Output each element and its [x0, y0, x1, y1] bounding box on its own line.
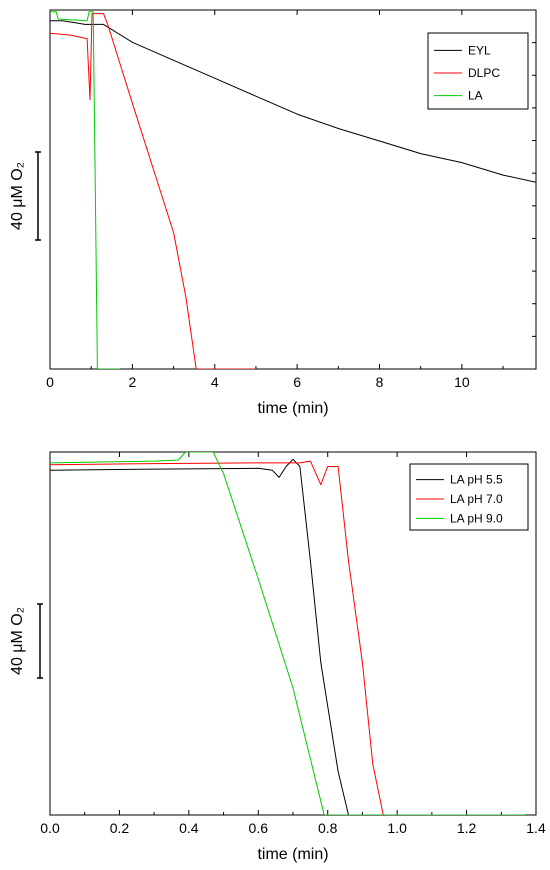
legend-box: [427, 32, 529, 110]
legend-label: LA pH 5.5: [450, 473, 503, 487]
series-line-la: [50, 11, 120, 369]
x-tick-label: 0.0: [40, 820, 60, 836]
x-tick-label: 4: [211, 374, 219, 390]
series-line-la-ph-7-0: [50, 460, 526, 815]
x-tick-label: 2: [128, 374, 136, 390]
series-line-dlpc: [50, 13, 256, 369]
legend-label: LA: [468, 89, 483, 103]
scale-bar-label: 40 μM O₂: [9, 607, 26, 675]
series-line-la-ph-9-0: [50, 452, 526, 815]
legend: EYL DLPC LA: [427, 32, 529, 110]
series-line-eyl: [50, 20, 536, 183]
x-tick-label: 0.2: [110, 820, 130, 836]
x-tick-label: 1.0: [387, 820, 407, 836]
legend-label: LA pH 7.0: [450, 492, 503, 506]
x-tick-label: 10: [454, 374, 470, 390]
chart-panel-2: 0.0 0.2 0.4 0.6 0.8 1.0 1.2 1.4 time (min) 40 μM …: [9, 451, 546, 863]
legend: LA pH 5.5 LA pH 7.0 LA pH 9.0: [409, 463, 529, 531]
legend-box: [409, 463, 529, 531]
x-tick-label: 1.2: [457, 820, 477, 836]
x-tick-label: 0: [46, 374, 54, 390]
x-tick-label: 0.4: [179, 820, 199, 836]
x-axis-title: time (min): [257, 846, 328, 863]
legend-label: EYL: [468, 43, 491, 57]
series-line-la-ph-5-5: [50, 458, 526, 815]
x-axis-title: time (min): [257, 400, 328, 417]
legend-label: LA pH 9.0: [450, 511, 503, 525]
x-tick-label: 0.6: [249, 820, 269, 836]
legend-label: DLPC: [468, 66, 500, 80]
x-tick-label: 8: [376, 374, 384, 390]
x-tick-label: 6: [293, 374, 301, 390]
scale-bar-label: 40 μM O₂: [9, 162, 26, 230]
x-tick-label: 1.4: [526, 820, 546, 836]
chart-panel-1: 0 2 4 6 8 10 time (min) 40 μM O₂ EYL DLPC LA: [9, 9, 537, 417]
x-tick-label: 0.8: [318, 820, 338, 836]
plot-frame: [49, 9, 537, 370]
